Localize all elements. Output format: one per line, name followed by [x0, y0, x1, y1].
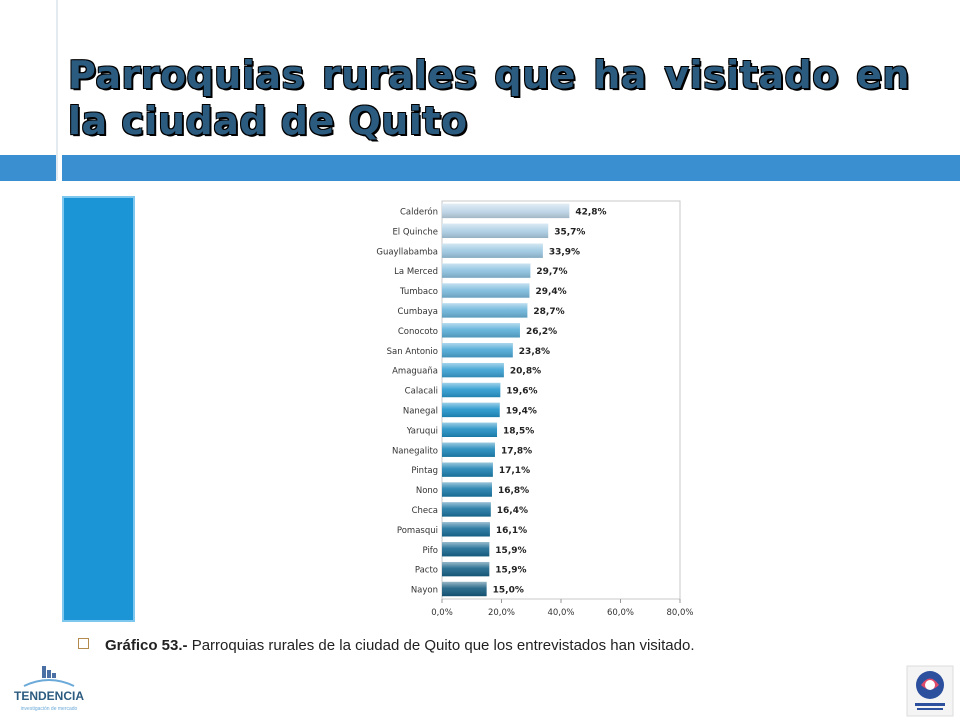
data-label: 16,1%: [496, 526, 527, 536]
bar-highlight: [442, 422, 498, 438]
category-label: Nayon: [411, 586, 438, 596]
data-label: 29,4%: [535, 287, 566, 297]
data-label: 15,0%: [493, 586, 524, 596]
category-label: El Quinche: [392, 227, 438, 237]
caption-label: Gráfico 53.-: [105, 637, 188, 654]
category-label: Pifo: [423, 546, 439, 556]
data-label: 35,7%: [554, 227, 585, 237]
data-label: 33,9%: [549, 247, 580, 257]
bar-highlight: [442, 482, 492, 497]
category-label: Cumbaya: [398, 307, 438, 317]
data-label: 15,9%: [495, 566, 526, 576]
bar-highlight: [442, 382, 501, 398]
category-label: Tumbaco: [399, 287, 438, 297]
x-tick-label: 60,0%: [607, 608, 634, 618]
category-label: Nanegalito: [392, 446, 438, 456]
bar-highlight: [442, 402, 500, 418]
category-label: Pacto: [415, 566, 438, 576]
bar-highlight: [442, 243, 543, 258]
bar-highlight: [442, 581, 487, 597]
x-tick-label: 80,0%: [666, 608, 693, 618]
figure-caption: Gráfico 53.- Parroquias rurales de la ci…: [78, 637, 695, 654]
bar-highlight: [442, 561, 490, 577]
bar-highlight: [442, 462, 493, 477]
data-label: 17,1%: [499, 466, 530, 476]
accent-bar-left: [0, 155, 56, 181]
x-tick-label: 0,0%: [431, 608, 453, 618]
category-label: Guayllabamba: [376, 247, 438, 257]
bullet-icon: [78, 638, 89, 649]
data-label: 16,8%: [498, 486, 529, 496]
data-label: 26,2%: [526, 327, 557, 337]
bar-highlight: [442, 362, 504, 378]
data-label: 15,9%: [495, 546, 526, 556]
decorative-vertical-line: [56, 0, 58, 180]
page-title: Parroquias rurales que ha visitado en la…: [68, 53, 910, 143]
bar-chart: Calderón 42,8% El Quinche 35,7% Guayllabamba…: [376, 200, 694, 618]
bar-highlight: [442, 283, 530, 298]
category-label: Checa: [412, 506, 438, 516]
logo-left-sub: investigación de mercado: [21, 706, 78, 712]
category-label: Nanegal: [403, 406, 438, 416]
data-label: 17,8%: [501, 446, 532, 456]
data-label: 19,4%: [506, 406, 537, 416]
data-label: 18,5%: [503, 426, 534, 436]
data-label: 23,8%: [519, 347, 550, 357]
bar-highlight: [442, 223, 549, 239]
category-label: La Merced: [394, 267, 438, 277]
logo-left-name: TENDENCIA: [14, 689, 84, 703]
category-label: Calacali: [405, 387, 438, 397]
data-label: 28,7%: [533, 307, 564, 317]
category-label: Calderón: [400, 206, 438, 217]
category-label: Nono: [416, 486, 438, 496]
category-label: Pomasqui: [397, 526, 438, 536]
bar-highlight: [442, 542, 490, 557]
side-panel: [62, 196, 135, 622]
x-tick-label: 20,0%: [488, 608, 515, 618]
data-label: 42,8%: [575, 207, 606, 217]
bar-highlight: [442, 323, 520, 338]
data-label: 16,4%: [497, 506, 528, 516]
category-label: San Antonio: [387, 347, 438, 357]
x-tick-label: 40,0%: [547, 608, 574, 618]
plot-area: [441, 200, 681, 600]
bar-highlight: [442, 303, 528, 318]
quito-turismo-logo: [906, 665, 954, 717]
data-label: 19,6%: [506, 387, 537, 397]
data-label: 29,7%: [536, 267, 567, 277]
bar-highlight: [442, 502, 491, 517]
accent-bar-right: [62, 155, 960, 181]
bar-highlight: [442, 442, 495, 457]
tendencia-logo: TENDENCIA investigación de mercado: [14, 666, 84, 712]
bar-highlight: [442, 263, 531, 278]
bar-highlight: [442, 522, 490, 537]
data-label: 20,8%: [510, 367, 541, 377]
category-label: Yaruqui: [406, 426, 438, 436]
category-label: Conocoto: [398, 327, 438, 337]
bar-highlight: [442, 203, 570, 219]
caption-text: Parroquias rurales de la ciudad de Quito…: [187, 637, 695, 654]
category-label: Pintag: [411, 466, 438, 476]
category-label: Amaguaña: [392, 367, 438, 377]
bar-highlight: [442, 343, 513, 358]
